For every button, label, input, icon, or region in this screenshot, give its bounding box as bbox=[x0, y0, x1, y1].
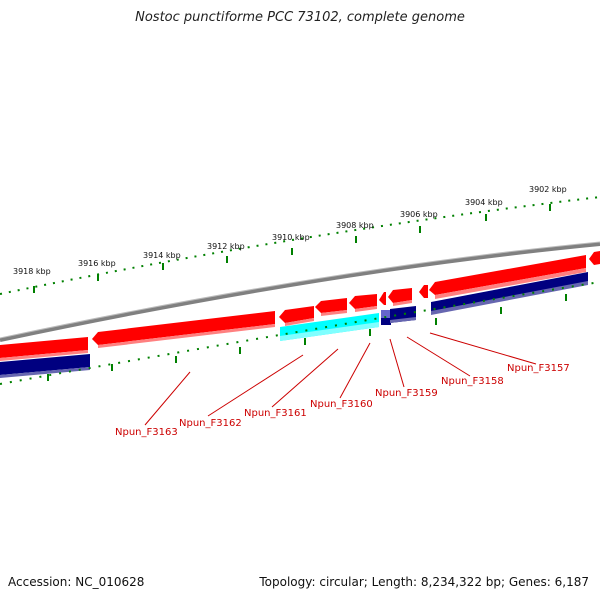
gene-arrow-right-partial bbox=[589, 251, 600, 265]
gene-arrow-npun-f3161 bbox=[315, 298, 347, 313]
cds-bar-right-shadow bbox=[431, 281, 588, 315]
gene-arrow-npun-f3157 bbox=[429, 255, 586, 295]
gene-shadow-npun-f3160 bbox=[355, 306, 377, 312]
gene-label-npun-f3158[interactable]: Npun_F3158 bbox=[441, 376, 504, 387]
gene-label-npun-f3162[interactable]: Npun_F3162 bbox=[179, 418, 242, 429]
cds-bar-left-shadow bbox=[0, 367, 90, 378]
outer-scale-dots bbox=[0, 196, 600, 295]
cds-bar-mid-shadow bbox=[390, 317, 416, 323]
kbp-label-3914: 3914 kbp bbox=[143, 251, 181, 260]
gene-arrow-npun-f3163 bbox=[92, 311, 275, 345]
map-title: Nostoc punctiforme PCC 73102, complete g… bbox=[135, 10, 465, 25]
kbp-label-3904: 3904 kbp bbox=[465, 198, 503, 207]
rna-bar-cyan-shadow bbox=[280, 322, 379, 341]
leader-npun-f3158 bbox=[406, 336, 471, 377]
label-leaders bbox=[144, 332, 537, 426]
forward-strand-genes bbox=[0, 251, 600, 361]
cds-bar-left bbox=[0, 354, 90, 375]
gene-labels: Npun_F3163 Npun_F3162 Npun_F3161 Npun_F3… bbox=[115, 363, 570, 438]
feature-track bbox=[0, 272, 588, 378]
gene-label-npun-f3163[interactable]: Npun_F3163 bbox=[115, 427, 178, 438]
gene-shadow-npun-f3161 bbox=[321, 310, 347, 316]
inner-scale-ticks bbox=[47, 294, 567, 381]
kbp-label-3912: 3912 kbp bbox=[207, 242, 245, 251]
gene-arrow-small bbox=[419, 285, 428, 298]
accession-label: Accession: NC_010628 bbox=[8, 575, 145, 589]
kbp-label-3910: 3910 kbp bbox=[272, 233, 310, 242]
cds-bar-small-light bbox=[381, 310, 391, 318]
leader-npun-f3157 bbox=[429, 332, 537, 365]
gene-label-npun-f3160[interactable]: Npun_F3160 bbox=[310, 399, 373, 410]
genome-backbone-highlight bbox=[0, 241, 600, 339]
kbp-label-3908: 3908 kbp bbox=[336, 221, 374, 230]
kbp-label-3916: 3916 kbp bbox=[78, 259, 116, 268]
kbp-label-3918: 3918 kbp bbox=[13, 267, 51, 276]
gene-shadow-npun-f3157 bbox=[435, 268, 586, 299]
genome-backbone bbox=[0, 242, 600, 342]
leader-npun-f3159 bbox=[389, 338, 405, 388]
gene-shadow-npun-f3158 bbox=[393, 300, 412, 306]
gene-arrow-npun-f3160 bbox=[349, 294, 377, 309]
gene-arrow-npun-f3159 bbox=[379, 292, 386, 305]
gene-shadow-left-partial bbox=[0, 350, 88, 361]
genome-summary-label: Topology: circular; Length: 8,234,322 bp… bbox=[259, 575, 589, 589]
gene-arrow-npun-f3162 bbox=[279, 306, 314, 323]
gene-arrow-npun-f3158 bbox=[388, 288, 412, 303]
kbp-label-3902: 3902 kbp bbox=[529, 185, 567, 194]
outer-scale: 3918 kbp 3916 kbp 3914 kbp 3912 kbp 3910… bbox=[0, 185, 600, 295]
kbp-label-3906: 3906 kbp bbox=[400, 210, 438, 219]
leader-npun-f3160 bbox=[339, 342, 371, 399]
gene-label-npun-f3159[interactable]: Npun_F3159 bbox=[375, 388, 438, 399]
gene-label-npun-f3161[interactable]: Npun_F3161 bbox=[244, 408, 307, 419]
gene-shadow-npun-f3163 bbox=[98, 324, 275, 348]
cds-bar-small-dark bbox=[381, 318, 391, 325]
leader-npun-f3163 bbox=[144, 371, 191, 426]
gene-label-npun-f3157[interactable]: Npun_F3157 bbox=[507, 363, 570, 374]
leader-npun-f3162 bbox=[207, 354, 304, 417]
leader-npun-f3161 bbox=[271, 348, 339, 408]
gene-arrow-left-partial bbox=[0, 337, 88, 358]
gene-shadow-npun-f3162 bbox=[285, 318, 314, 326]
